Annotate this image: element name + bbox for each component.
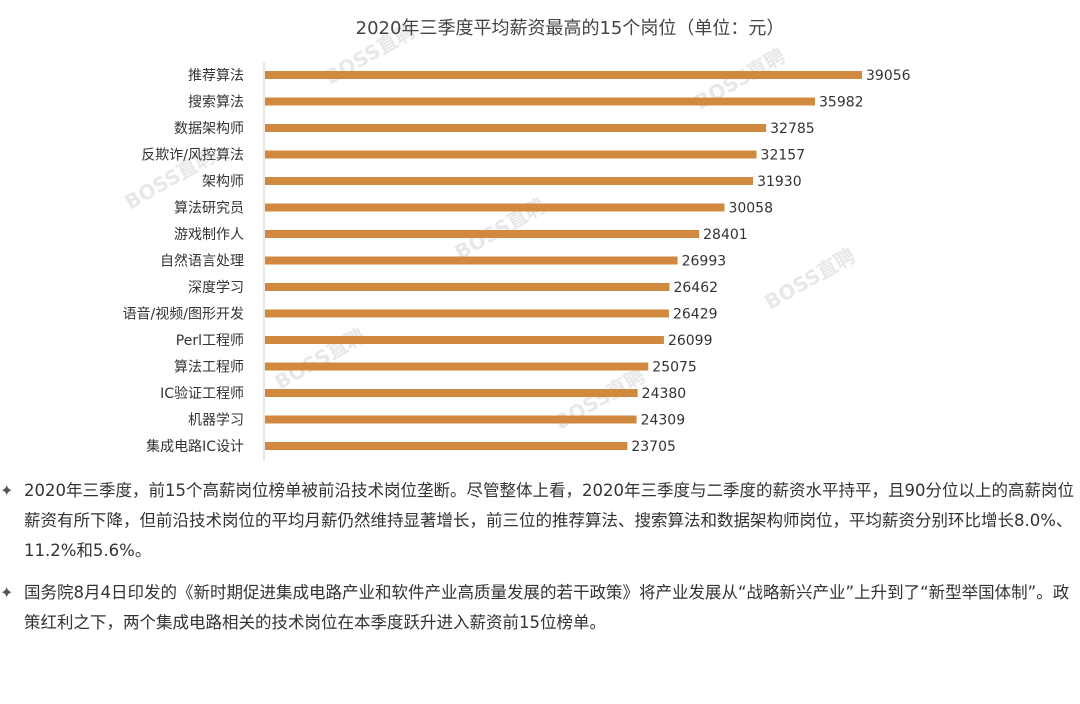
bar-chart: BOSS直聘 BOSS直聘BOSS直聘BOSS直聘BOSS直聘BOSS直聘BOSS… bbox=[121, 18, 911, 460]
bar-8 bbox=[265, 256, 678, 265]
value-label-11: 26099 bbox=[668, 333, 713, 349]
value-label-4: 32157 bbox=[761, 148, 806, 164]
category-label-6: 算法研究员 bbox=[174, 201, 244, 217]
category-label-15: 集成电路IC设计 bbox=[146, 438, 244, 455]
category-label-2: 搜索算法 bbox=[188, 94, 244, 111]
category-label-1: 推荐算法 bbox=[188, 68, 244, 84]
value-label-1: 39056 bbox=[866, 68, 911, 84]
value-label-8: 26993 bbox=[682, 254, 727, 270]
bar-13 bbox=[265, 389, 638, 397]
value-label-12: 25075 bbox=[652, 360, 697, 376]
value-label-3: 32785 bbox=[770, 121, 815, 137]
bar-14 bbox=[265, 415, 637, 424]
bar-3 bbox=[265, 124, 767, 132]
bar-1 bbox=[265, 71, 862, 79]
category-label-5: 架构师 bbox=[202, 174, 244, 190]
category-label-11: Perl工程师 bbox=[176, 333, 244, 349]
category-label-9: 深度学习 bbox=[188, 280, 244, 296]
bar-2 bbox=[265, 97, 816, 106]
category-label-8: 自然语言处理 bbox=[160, 253, 244, 270]
category-label-7: 游戏制作人 bbox=[174, 227, 244, 243]
four-point-star-icon: ✦ bbox=[0, 583, 14, 602]
category-label-14: 机器学习 bbox=[188, 413, 244, 429]
bar-9 bbox=[265, 283, 670, 291]
category-label-12: 算法工程师 bbox=[174, 360, 244, 376]
bar-4 bbox=[265, 150, 757, 159]
bar-7 bbox=[265, 230, 700, 238]
bullet-item-2: ✦ 国务院8月4日印发的《新时期促进集成电路产业和软件产业高质量发展的若干政策》… bbox=[0, 578, 1080, 638]
value-label-13: 24380 bbox=[642, 386, 687, 402]
value-label-6: 30058 bbox=[728, 201, 773, 217]
value-label-2: 35982 bbox=[819, 95, 864, 111]
category-label-13: IC验证工程师 bbox=[160, 386, 244, 402]
watermark-7: BOSS直聘 bbox=[551, 363, 650, 434]
four-point-star-icon: ✦ bbox=[0, 481, 14, 500]
bar-10 bbox=[265, 309, 669, 318]
bar-11 bbox=[265, 336, 664, 344]
value-label-9: 26462 bbox=[673, 280, 718, 296]
category-label-4: 反欺诈/风控算法 bbox=[141, 148, 244, 164]
bar-15 bbox=[265, 442, 628, 450]
value-label-10: 26429 bbox=[673, 307, 718, 323]
chart-title: 2020年三季度平均薪资最高的15个岗位（单位：元） bbox=[356, 18, 785, 39]
value-label-5: 31930 bbox=[757, 174, 802, 190]
bullet-list: ✦ 2020年三季度，前15个高薪岗位榜单被前沿技术岗位垄断。尽管整体上看，20… bbox=[0, 476, 1080, 650]
bullet-item-1: ✦ 2020年三季度，前15个高薪岗位榜单被前沿技术岗位垄断。尽管整体上看，20… bbox=[0, 476, 1080, 566]
value-label-14: 24309 bbox=[641, 413, 686, 429]
watermark-5: BOSS直聘 bbox=[761, 243, 860, 314]
category-label-10: 语音/视频/图形开发 bbox=[123, 306, 244, 323]
watermark-6: BOSS直聘 bbox=[271, 323, 370, 394]
bar-6 bbox=[265, 203, 725, 212]
category-label-3: 数据架构师 bbox=[174, 121, 244, 137]
bar-5 bbox=[265, 177, 754, 185]
value-label-7: 28401 bbox=[703, 227, 748, 243]
bars-group: 推荐算法 39056 搜索算法 35982 数据架构师 32785 反欺诈/风控算法 3215… bbox=[123, 68, 911, 455]
value-label-15: 23705 bbox=[631, 439, 676, 455]
bar-12 bbox=[265, 362, 649, 371]
bullet-text-1: 2020年三季度，前15个高薪岗位榜单被前沿技术岗位垄断。尽管整体上看，2020… bbox=[24, 481, 1074, 560]
bullet-text-2: 国务院8月4日印发的《新时期促进集成电路产业和软件产业高质量发展的若干政策》将产… bbox=[24, 583, 1070, 632]
